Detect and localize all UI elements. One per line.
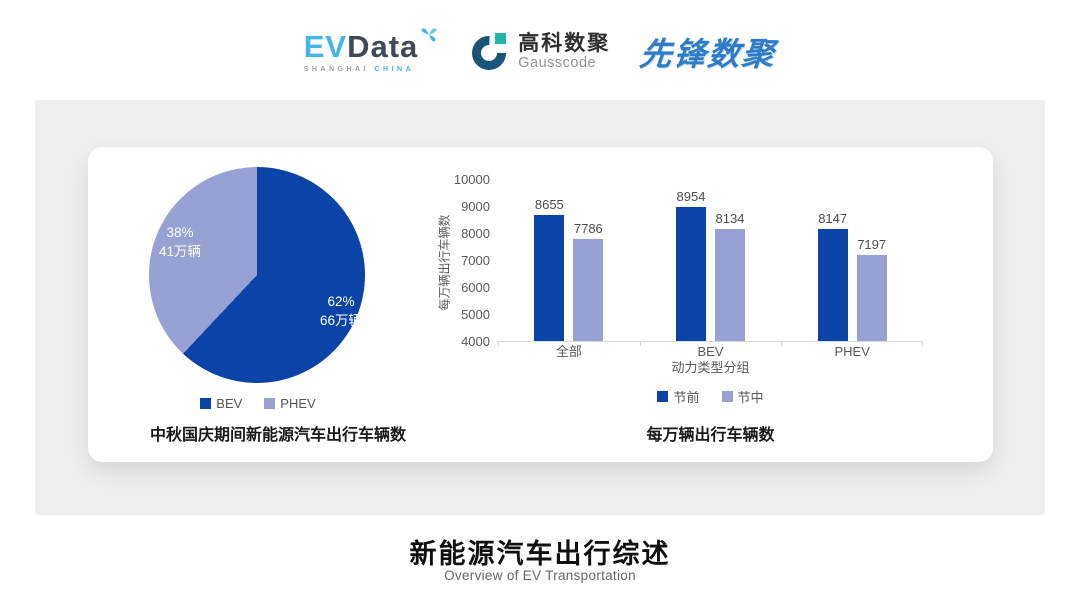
bar-legend: 节前 节中	[498, 387, 923, 406]
mid-holiday-legend-label: 节中	[737, 390, 764, 405]
category-label-全部: 全部	[555, 344, 582, 359]
bar-节前-BEV: 8954	[676, 189, 706, 341]
page-subtitle: Overview of EV Transportation	[444, 568, 636, 583]
phev-percent: 38%	[166, 225, 194, 240]
bar-节中-PHEV: 7197	[856, 237, 887, 341]
pie-label-phev: 38% 41万辆	[125, 224, 235, 262]
charts-card: 38% 41万辆 62% 66万辆 BEV PHEV	[88, 147, 993, 462]
y-tick-label: 5000	[461, 307, 490, 322]
pie-chart-title: 中秋国庆期间新能源汽车出行车辆数	[149, 427, 406, 444]
xianfeng-logo: 先锋数聚	[638, 36, 778, 72]
x-axis-tick	[498, 341, 499, 346]
bar-节前-PHEV: 8147	[817, 211, 848, 341]
header-logos: EV Data SHANGHAI CHINA 高	[0, 20, 1080, 84]
mid-holiday-swatch	[721, 391, 733, 402]
y-tick-label: 8000	[461, 226, 490, 241]
bev-value: 66万辆	[319, 312, 363, 328]
y-axis: 10000 9000 8000 7000 6000 5000 4000	[418, 172, 490, 349]
y-tick-label: 7000	[461, 253, 490, 268]
page-title: 新能源汽车出行综述	[409, 539, 671, 569]
gausscode-g-icon	[469, 32, 509, 72]
y-tick-label: 9000	[461, 199, 490, 214]
y-tick-label: 6000	[461, 280, 490, 295]
gausscode-text: 高科数聚 Gausscode	[518, 32, 610, 72]
pie-circle	[149, 167, 365, 383]
evdata-subtitle: SHANGHAI CHINA	[304, 66, 414, 73]
bar-value-label: 8134	[715, 211, 745, 227]
pre-holiday-swatch	[657, 391, 669, 402]
bar-节前-全部: 8655	[534, 197, 565, 341]
y-tick-label: 10000	[453, 172, 490, 187]
bar-value-label: 8147	[818, 211, 848, 227]
bar-groups: 8655 7786 8954 8134 8147 7197	[498, 180, 923, 341]
propeller-icon	[421, 28, 437, 42]
bar-plot-area: 8655 7786 8954 8134 8147 7197	[498, 180, 923, 346]
bar-legend-item-mid: 节中	[721, 387, 764, 406]
bev-swatch	[200, 398, 212, 409]
charts-panel: 38% 41万辆 62% 66万辆 BEV PHEV	[35, 100, 1045, 515]
evdata-logo: EV Data SHANGHAI CHINA	[303, 28, 440, 73]
bar-group-BEV: 8954 8134	[640, 180, 782, 341]
evdata-shanghai-text: SHANGHAI	[303, 66, 370, 73]
evdata-china-text: CHINA	[374, 66, 415, 73]
gausscode-en-name: Gausscode	[518, 54, 597, 71]
evdata-ev-text: EV	[303, 29, 348, 64]
x-axis-title: 动力类型分组	[671, 360, 750, 375]
evdata-data-text: Data	[347, 29, 419, 64]
phev-value: 41万辆	[158, 243, 202, 259]
evdata-wordmark: EV Data	[303, 28, 440, 64]
pie-label-bev: 62% 66万辆	[286, 293, 396, 331]
bar-节中-BEV: 8134	[715, 211, 745, 341]
category-label-BEV: BEV	[697, 344, 724, 359]
bar-value-label: 7197	[857, 236, 887, 252]
gausscode-cn-name: 高科数聚	[518, 31, 611, 55]
bar-value-label: 8954	[676, 189, 706, 205]
category-labels: 全部 BEV PHEV	[498, 345, 923, 359]
x-axis-tick	[922, 341, 923, 346]
pie-legend-item-bev: BEV	[200, 396, 242, 411]
y-tick-label: 4000	[461, 334, 490, 349]
pie-legend-item-phev: PHEV	[264, 396, 316, 411]
pie-legend: BEV PHEV	[88, 396, 428, 411]
bar-value-label: 8655	[534, 197, 564, 213]
bev-percent: 62%	[327, 294, 355, 309]
bar-value-label: 7786	[573, 220, 603, 236]
bev-legend-label: BEV	[216, 396, 243, 411]
pre-holiday-legend-label: 节前	[673, 390, 700, 405]
bar-group-PHEV: 8147 7197	[781, 180, 923, 341]
bar-legend-item-pre: 节前	[657, 387, 700, 406]
gausscode-logo: 高科数聚 Gausscode	[469, 32, 610, 72]
bar-group-全部: 8655 7786	[498, 180, 640, 341]
category-label-PHEV: PHEV	[834, 344, 870, 359]
bar-节中-全部: 7786	[573, 221, 604, 341]
x-axis-tick	[639, 341, 641, 346]
bar-chart-title: 每万辆出行车辆数	[646, 427, 775, 444]
x-axis-tick	[781, 341, 783, 346]
bar-chart: 每万辆出行车辆数 10000 9000 8000 7000 6000 5000 4000 8…	[88, 147, 993, 462]
phev-swatch	[264, 398, 276, 409]
phev-legend-label: PHEV	[280, 396, 316, 411]
pie-chart: 38% 41万辆 62% 66万辆 BEV PHEV	[88, 147, 468, 462]
